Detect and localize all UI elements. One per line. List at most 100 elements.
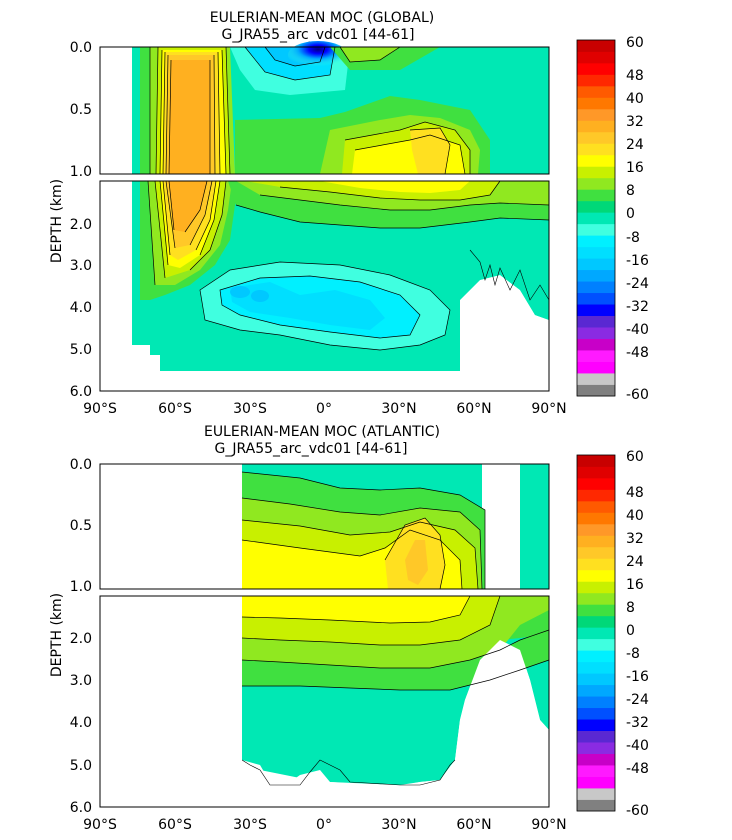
global-cb-label-1: 48 bbox=[626, 68, 644, 84]
atlantic-cb-label-9: -16 bbox=[626, 669, 649, 685]
atlantic-colorbar-swatch-1 bbox=[577, 788, 615, 800]
atlantic-ytick-7: 6.0 bbox=[70, 800, 92, 816]
atlantic-cb-label-6: 8 bbox=[626, 600, 635, 616]
atlantic-xtick-3: 0° bbox=[316, 817, 332, 833]
atlantic-cb-label-13: -48 bbox=[626, 761, 649, 777]
atlantic-colorbar-swatch-13 bbox=[577, 650, 615, 663]
panel-global-subtitle: G_JRA55_arc_vdc01 [44-61] bbox=[222, 27, 415, 43]
global-colorbar-swatch-10 bbox=[577, 269, 615, 282]
global-colorbar-swatch-27 bbox=[577, 74, 615, 87]
global-cb-label-6: 8 bbox=[626, 183, 635, 199]
atlantic-ytick-1: 0.5 bbox=[70, 518, 92, 534]
atlantic-colorbar-swatch-12 bbox=[577, 661, 615, 674]
global-colorbar-frame bbox=[576, 39, 616, 397]
global-xtick-4: 30°N bbox=[381, 401, 416, 417]
global-lower-plot bbox=[99, 180, 550, 392]
global-colorbar-swatch-20 bbox=[577, 154, 615, 167]
global-colorbar-swatch-13 bbox=[577, 235, 615, 248]
global-colorbar-swatch-8 bbox=[577, 292, 615, 305]
atlantic-colorbar-swatch-8 bbox=[577, 707, 615, 720]
atlantic-xtick-1: 60°S bbox=[158, 817, 192, 833]
atlantic-colorbar-swatch-26 bbox=[577, 500, 615, 513]
atlantic-lower-plot bbox=[99, 595, 550, 808]
global-colorbar-swatch-14 bbox=[577, 223, 615, 236]
global-colorbar-swatch-26 bbox=[577, 85, 615, 98]
global-colorbar-swatch-22 bbox=[577, 131, 615, 144]
atlantic-cb-label-10: -24 bbox=[626, 692, 649, 708]
panel-atlantic: EULERIAN-MEAN MOC (ATLANTIC) G_JRA55_arc… bbox=[49, 424, 649, 833]
global-colorbar-swatch-15 bbox=[577, 212, 615, 225]
atlantic-colorbar: 60 48 40 32 24 16 8 0 -8 -16 -24 -32 -40… bbox=[576, 449, 649, 819]
global-cb-label-5: 16 bbox=[626, 160, 644, 176]
global-colorbar-swatch-4 bbox=[577, 338, 615, 351]
atlantic-colorbar-swatch-24 bbox=[577, 523, 615, 536]
global-colorbar-swatch-16 bbox=[577, 200, 615, 213]
global-cb-label-13: -48 bbox=[626, 345, 649, 361]
panel-atlantic-title: EULERIAN-MEAN MOC (ATLANTIC) bbox=[204, 424, 440, 440]
atlantic-upper-plot bbox=[99, 463, 550, 590]
atlantic-cb-label-1: 48 bbox=[626, 485, 644, 501]
global-ytick-7: 6.0 bbox=[70, 384, 92, 400]
global-cb-label-9: -16 bbox=[626, 253, 649, 269]
atlantic-colorbar-swatch-16 bbox=[577, 615, 615, 628]
global-colorbar-swatch-30 bbox=[577, 40, 615, 52]
atlantic-colorbar-swatch-22 bbox=[577, 546, 615, 559]
atlantic-ytick-6: 5.0 bbox=[70, 758, 92, 774]
global-colorbar-swatch-6 bbox=[577, 315, 615, 328]
atlantic-colorbar-swatch-28 bbox=[577, 477, 615, 490]
panel-global-title: EULERIAN-MEAN MOC (GLOBAL) bbox=[210, 10, 435, 26]
global-ytick-2: 1.0 bbox=[70, 164, 92, 180]
atlantic-colorbar-swatch-11 bbox=[577, 673, 615, 686]
global-axes: 0.0 0.5 1.0 2.0 3.0 4.0 5.0 6.0 DEPTH (k… bbox=[49, 40, 567, 417]
atlantic-ytick-4: 3.0 bbox=[70, 673, 92, 689]
atlantic-colorbar-swatch-10 bbox=[577, 684, 615, 697]
global-ytick-6: 5.0 bbox=[70, 342, 92, 358]
global-colorbar-swatch-5 bbox=[577, 327, 615, 339]
atlantic-xtick-2: 30°S bbox=[233, 817, 267, 833]
atlantic-ytick-5: 4.0 bbox=[70, 715, 92, 731]
atlantic-colorbar-swatch-0 bbox=[577, 799, 615, 812]
atlantic-colorbar-swatch-7 bbox=[577, 719, 615, 732]
global-ylabel: DEPTH (km) bbox=[49, 179, 65, 263]
atlantic-ytick-0: 0.0 bbox=[70, 457, 92, 473]
global-contours bbox=[147, 46, 550, 351]
atlantic-cb-label-4: 24 bbox=[626, 554, 644, 570]
atlantic-xtick-6: 90°N bbox=[531, 817, 566, 833]
global-cb-label-2: 40 bbox=[626, 91, 644, 107]
global-colorbar-swatch-9 bbox=[577, 281, 615, 294]
atlantic-cb-label-2: 40 bbox=[626, 508, 644, 524]
atlantic-colorbar-swatch-29 bbox=[577, 466, 615, 479]
global-cb-label-11: -32 bbox=[626, 299, 649, 315]
global-colorbar-swatch-25 bbox=[577, 97, 615, 110]
global-colorbar: 60 48 40 32 24 16 8 0 -8 -16 -24 -32 -40… bbox=[576, 35, 649, 403]
atlantic-ylabel: DEPTH (km) bbox=[49, 593, 65, 677]
atlantic-cb-label-14: -60 bbox=[626, 803, 649, 819]
global-colorbar-swatch-24 bbox=[577, 108, 615, 121]
atlantic-colorbar-swatch-17 bbox=[577, 604, 615, 617]
atlantic-cb-label-12: -40 bbox=[626, 738, 649, 754]
atlantic-xtick-0: 90°S bbox=[83, 817, 117, 833]
global-colorbar-swatch-19 bbox=[577, 166, 615, 179]
atlantic-colorbar-frame bbox=[576, 454, 616, 812]
global-cb-label-14: -60 bbox=[626, 387, 649, 403]
atlantic-colorbar-swatch-9 bbox=[577, 696, 615, 709]
global-colorbar-swatch-18 bbox=[577, 177, 615, 190]
global-xtick-2: 30°S bbox=[233, 401, 267, 417]
atlantic-xtick-5: 60°N bbox=[456, 817, 491, 833]
atlantic-contours bbox=[241, 471, 550, 691]
atlantic-colorbar-swatch-15 bbox=[577, 627, 615, 640]
global-xtick-0: 90°S bbox=[83, 401, 117, 417]
panel-global: EULERIAN-MEAN MOC (GLOBAL) G_JRA55_arc_v… bbox=[49, 10, 649, 417]
atlantic-colorbar-swatch-18 bbox=[577, 592, 615, 605]
global-cb-label-7: 0 bbox=[626, 206, 635, 222]
global-cb-label-3: 32 bbox=[626, 114, 644, 130]
atlantic-axes: 0.0 0.5 1.0 2.0 3.0 4.0 5.0 6.0 DEPTH (k… bbox=[49, 457, 567, 833]
global-cb-label-4: 24 bbox=[626, 137, 644, 153]
atlantic-cb-label-5: 16 bbox=[626, 577, 644, 593]
atlantic-colorbar-swatch-30 bbox=[577, 455, 615, 467]
global-ytick-5: 4.0 bbox=[70, 300, 92, 316]
global-ytick-3: 2.0 bbox=[70, 217, 92, 233]
global-upper-plot bbox=[99, 41, 550, 175]
atlantic-xtick-4: 30°N bbox=[381, 817, 416, 833]
